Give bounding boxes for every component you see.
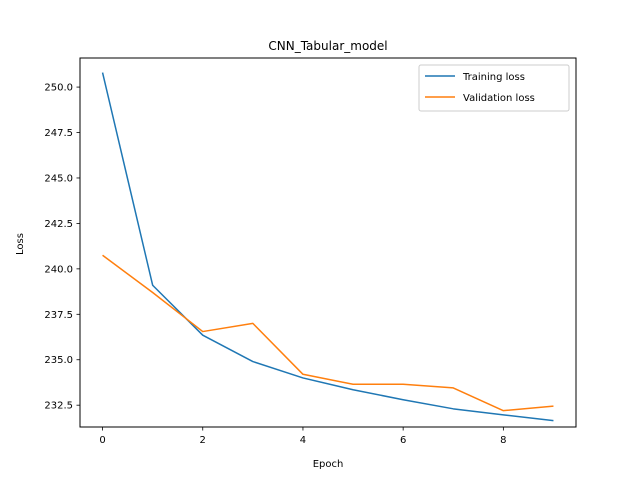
legend: Training loss Validation loss xyxy=(418,64,570,112)
legend-label-validation: Validation loss xyxy=(463,93,535,104)
y-tick-label: 235.0 xyxy=(44,355,73,366)
y-axis-ticks: 232.5 235.0 237.5 240.0 242.5 245.0 247.5 250.0 xyxy=(44,83,80,412)
legend-label-training: Training loss xyxy=(462,72,525,83)
x-tick-label: 8 xyxy=(500,435,506,446)
y-tick-label: 247.5 xyxy=(44,128,73,139)
y-axis-label: Loss xyxy=(15,233,26,255)
x-axis-label: Epoch xyxy=(313,459,344,470)
series-line-training-loss xyxy=(101,72,554,422)
y-tick-label: 242.5 xyxy=(44,219,73,230)
x-tick-label: 0 xyxy=(99,435,105,446)
x-tick-label: 2 xyxy=(200,435,206,446)
chart-title: CNN_Tabular_model xyxy=(268,39,387,53)
y-tick-label: 240.0 xyxy=(44,264,73,275)
series-line-validation-loss xyxy=(102,254,554,412)
x-tick-label: 6 xyxy=(400,435,406,446)
legend-box xyxy=(418,64,570,112)
y-tick-label: 232.5 xyxy=(44,401,73,412)
x-axis-ticks: 0 2 4 6 8 xyxy=(99,427,507,446)
y-tick-label: 237.5 xyxy=(44,310,73,321)
y-tick-label: 245.0 xyxy=(44,173,73,184)
y-tick-label: 250.0 xyxy=(44,83,73,94)
series-layer xyxy=(101,72,554,422)
plot-frame xyxy=(79,57,577,428)
x-tick-label: 4 xyxy=(300,435,306,446)
